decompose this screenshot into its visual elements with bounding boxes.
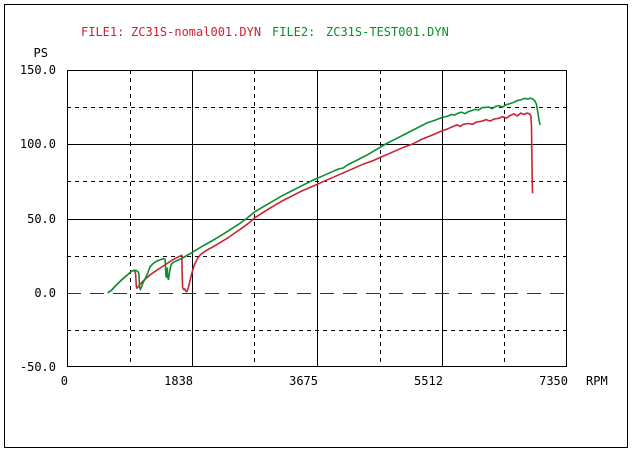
y-tick-label: 0.0	[34, 285, 56, 300]
outer-border	[4, 4, 628, 448]
y-tick-label: 150.0	[19, 63, 56, 77]
y-tick-label: 50.0	[27, 211, 56, 226]
power-curve-file1	[107, 112, 534, 294]
file2-label: FILE2:	[272, 25, 316, 39]
y-tick-label: -50.0	[19, 360, 56, 374]
x-axis-title: RPM	[586, 374, 608, 388]
file1-name: ZC31S-nomal001.DYN	[131, 25, 262, 39]
dyno-power-chart	[67, 70, 567, 367]
plot-border	[67, 70, 567, 367]
x-tick-label: 3675	[289, 374, 318, 388]
x-tick-label: 0	[60, 374, 68, 388]
file2-name: ZC31S-TEST001.DYN	[326, 25, 449, 39]
x-tick-label: 5512	[414, 374, 443, 388]
x-tick-label: 7350	[539, 374, 568, 388]
y-axis-title: PS	[33, 46, 48, 60]
file1-label: FILE1:	[81, 25, 125, 39]
x-tick-label: 1838	[164, 374, 194, 388]
power-curve-file2	[107, 97, 541, 294]
y-tick-label: 100.0	[19, 137, 56, 152]
